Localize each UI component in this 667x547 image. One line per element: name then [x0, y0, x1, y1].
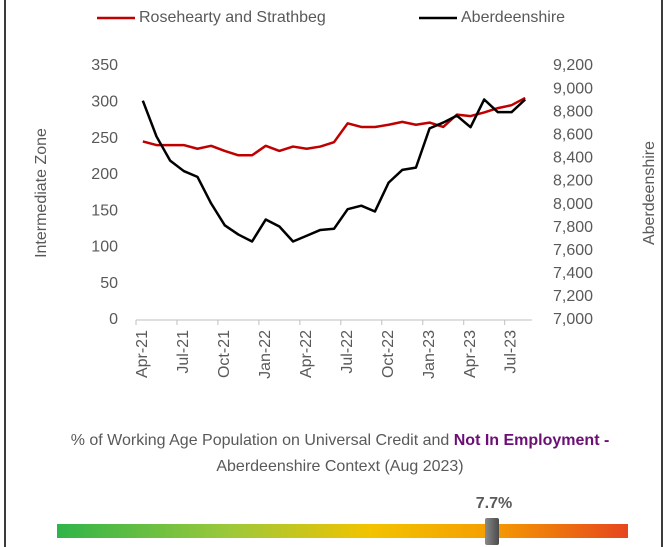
y2-tick-label: 9,200 — [553, 57, 593, 74]
y2-tick-label: 8,400 — [553, 150, 593, 167]
y2-tick-label: 9,000 — [553, 80, 593, 97]
x-tick-label: Jan-22 — [257, 330, 274, 379]
caption-text: Aberdeenshire Context (Aug 2023) — [216, 458, 464, 475]
frame-right — [661, 0, 663, 547]
y2-tick-label: 8,600 — [553, 126, 593, 143]
legend-label: Rosehearty and Strathbeg — [139, 9, 326, 26]
x-tick-label: Apr-21 — [134, 330, 151, 378]
y-tick-label: 150 — [91, 202, 118, 219]
y2-tick-label: 8,800 — [553, 103, 593, 120]
y2-axis-label: Aberdeenshire — [641, 141, 658, 245]
y2-tick-label: 8,000 — [553, 196, 593, 213]
chart: 0 50 100 150 200 250 300 350 7,000 7,200 7,400 7,60… — [33, 9, 658, 379]
y2-tick-label: 7,200 — [553, 288, 593, 305]
y-tick-label: 50 — [100, 275, 118, 292]
y2-tick-label: 8,200 — [553, 173, 593, 190]
y2-tick-label: 7,800 — [553, 219, 593, 236]
x-tick-label: Jan-23 — [421, 330, 438, 379]
x-tick-label: Oct-21 — [216, 330, 233, 378]
y-tick-label: 300 — [91, 94, 118, 111]
frame-left — [4, 0, 6, 547]
scale-marker — [485, 518, 499, 545]
caption-text: % of Working Age Population on Universal… — [70, 432, 454, 449]
y-tick-label: 250 — [91, 130, 118, 147]
y2-tick-label: 7,600 — [553, 242, 593, 259]
y-tick-label: 200 — [91, 166, 118, 183]
x-tick-label: Jul-22 — [339, 330, 356, 374]
y-tick-label: 0 — [109, 311, 118, 328]
x-tick-label: Oct-22 — [380, 330, 397, 378]
series-line — [141, 98, 527, 243]
context-caption: % of Working Age Population on Universal… — [20, 428, 660, 480]
color-scale — [57, 524, 628, 538]
y-tick-label: 350 — [91, 57, 118, 74]
series-line — [142, 96, 526, 157]
marker-label: 7.7% — [475, 495, 513, 512]
legend-label: Aberdeenshire — [461, 9, 565, 26]
y2-tick-label: 7,400 — [553, 265, 593, 282]
y-tick-label: 100 — [91, 239, 118, 256]
x-tick-label: Apr-23 — [462, 330, 479, 378]
y-axis-label: Intermediate Zone — [33, 128, 50, 258]
x-tick-label: Jul-21 — [175, 330, 192, 374]
caption-emphasis: Not In Employment - — [453, 432, 610, 449]
x-tick-label: Apr-22 — [298, 330, 315, 378]
y2-tick-label: 7,000 — [553, 311, 593, 328]
x-tick-label: Jul-23 — [503, 330, 520, 374]
